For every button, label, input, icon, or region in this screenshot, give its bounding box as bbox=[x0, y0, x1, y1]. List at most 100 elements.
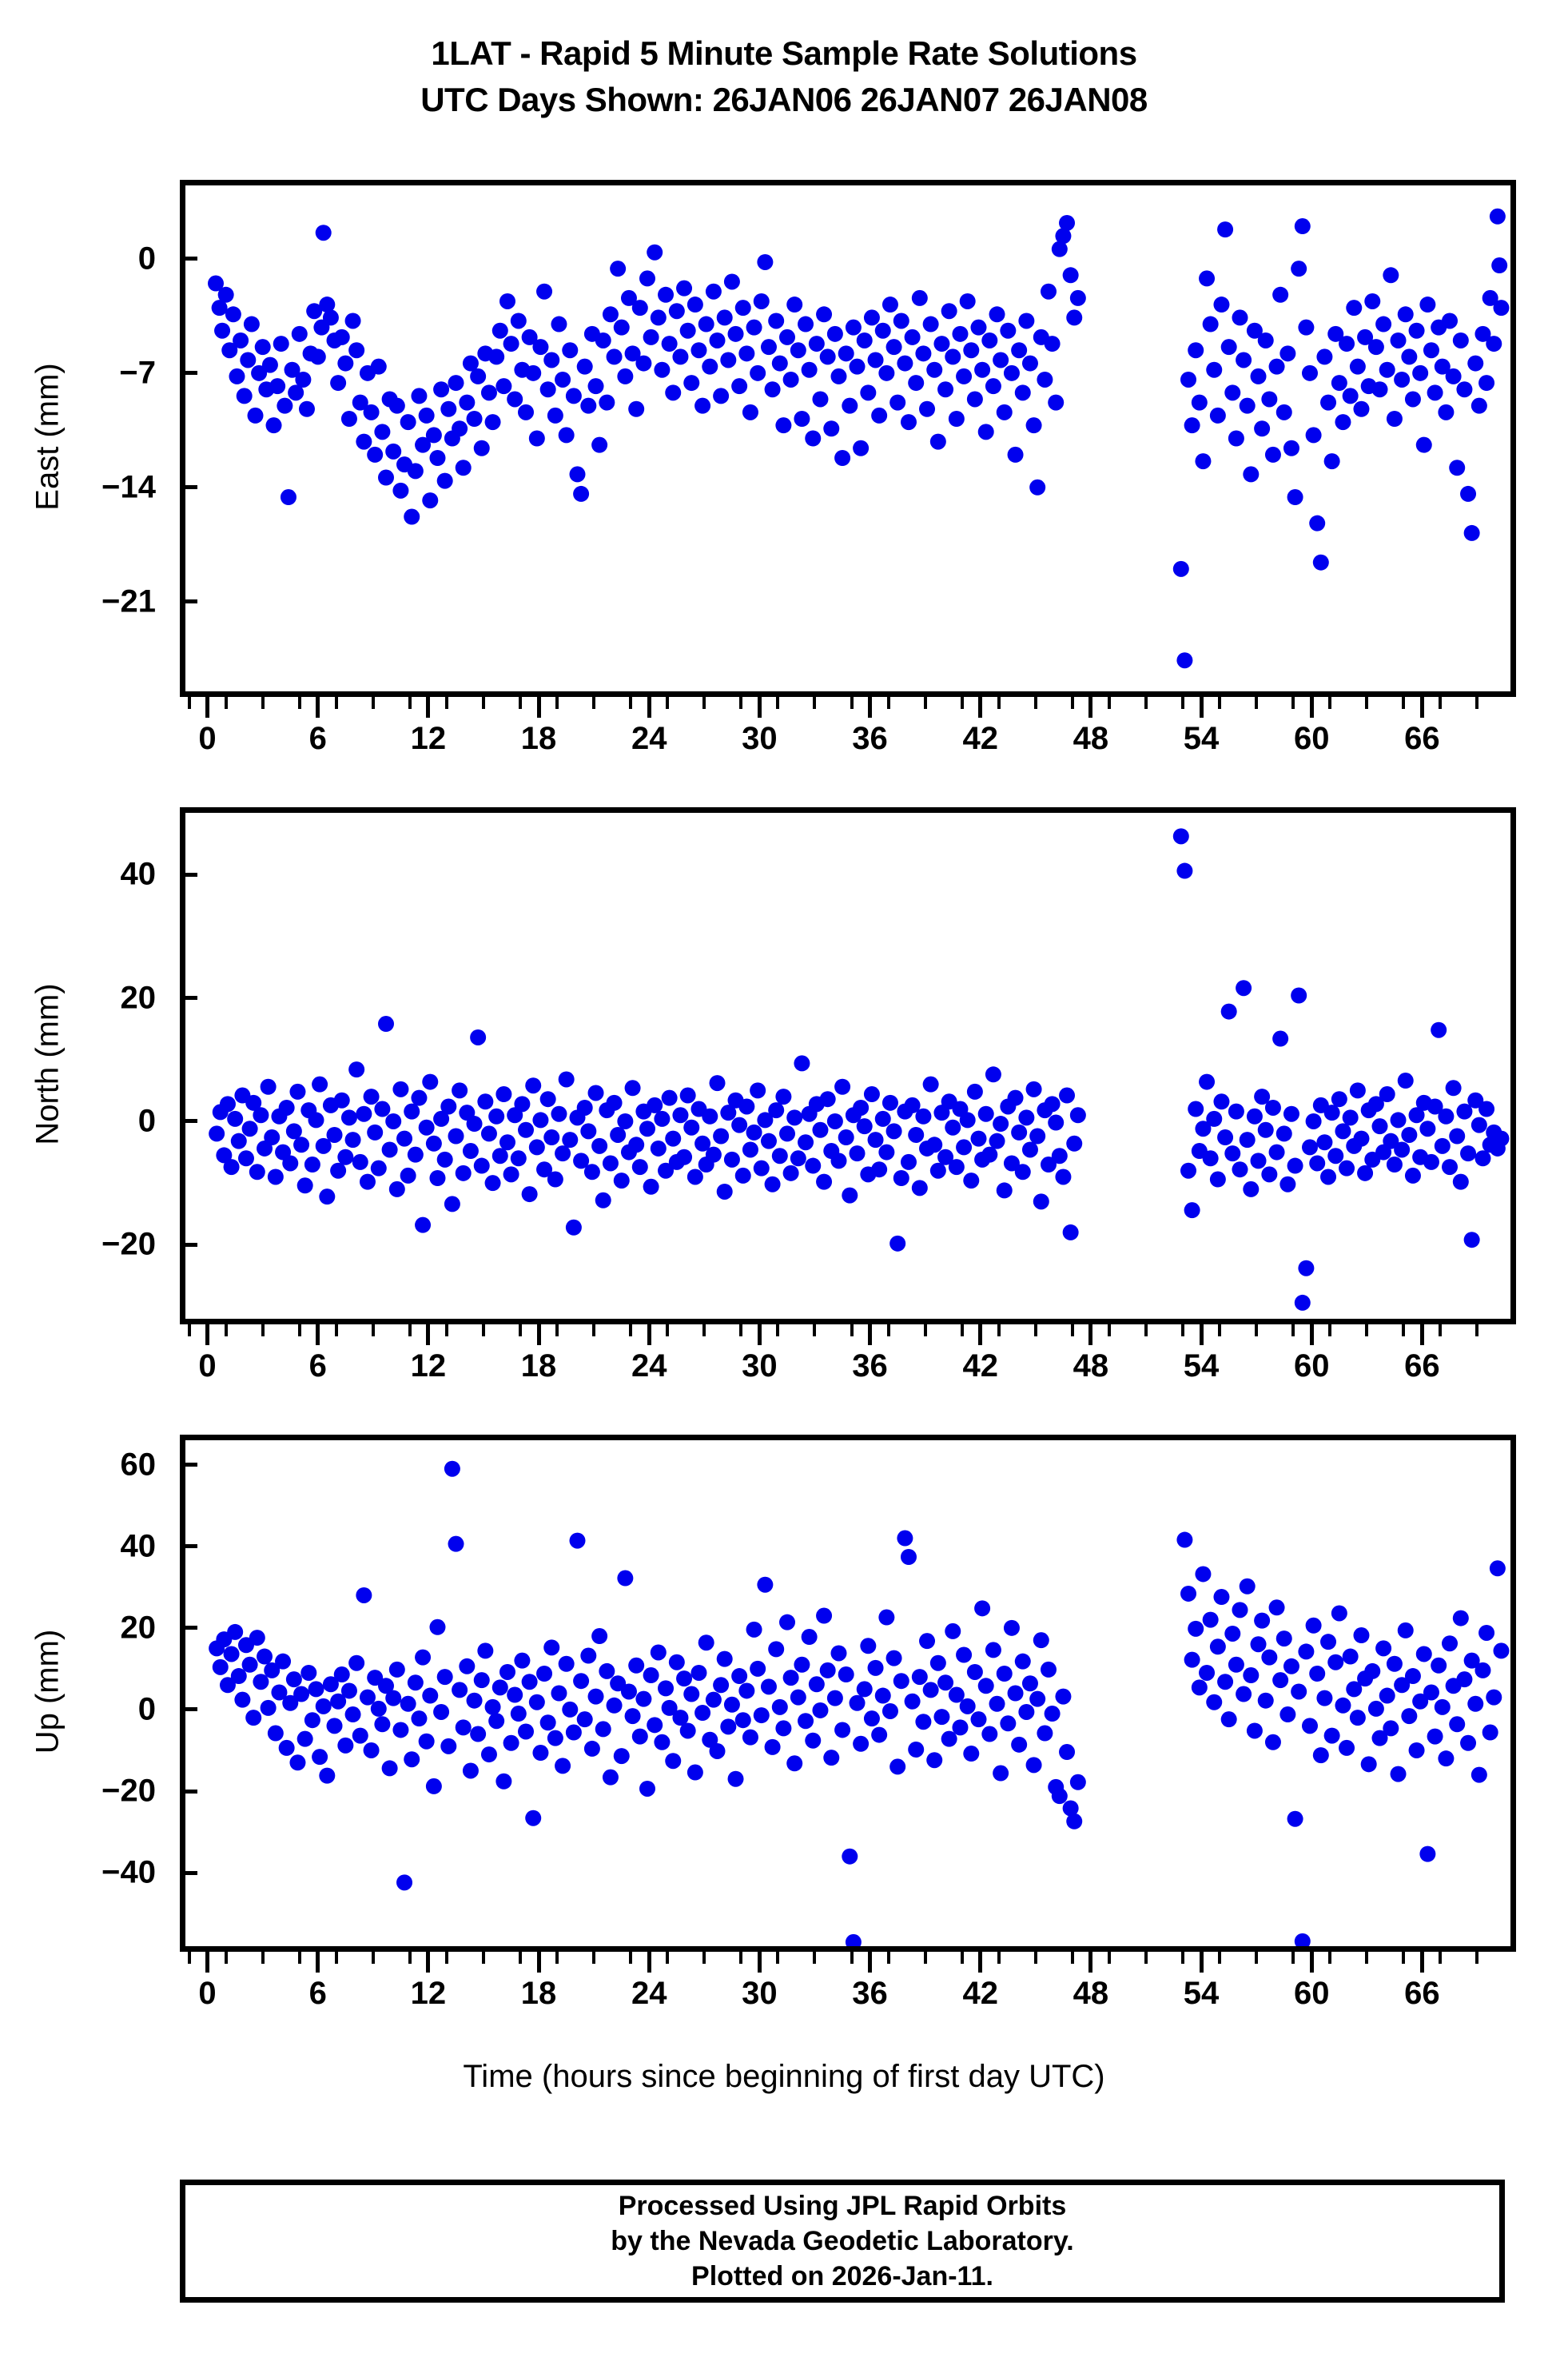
data-point bbox=[1357, 328, 1374, 345]
data-point bbox=[296, 1730, 313, 1747]
data-point bbox=[1491, 257, 1508, 274]
x-tick-minor bbox=[739, 1952, 743, 1964]
data-point bbox=[602, 1769, 619, 1786]
data-point bbox=[635, 1690, 652, 1707]
data-point bbox=[1302, 1139, 1318, 1156]
data-point bbox=[499, 1663, 515, 1680]
data-point bbox=[974, 1600, 991, 1617]
data-point bbox=[1232, 309, 1248, 326]
data-point bbox=[315, 1698, 332, 1714]
data-point bbox=[1357, 1165, 1374, 1181]
data-point bbox=[225, 306, 241, 323]
data-point bbox=[352, 1153, 368, 1170]
data-point bbox=[882, 297, 898, 313]
y-tick-label: −40 bbox=[101, 1854, 156, 1890]
data-point bbox=[1360, 1756, 1377, 1773]
data-point bbox=[1191, 394, 1208, 411]
data-point bbox=[404, 508, 420, 525]
data-point bbox=[359, 1173, 376, 1190]
data-point bbox=[543, 1129, 560, 1146]
data-point bbox=[1243, 466, 1260, 483]
data-point bbox=[1320, 1169, 1337, 1185]
x-tick-label: 42 bbox=[962, 721, 998, 756]
x-tick-minor bbox=[481, 1952, 485, 1964]
data-point bbox=[1386, 411, 1403, 427]
data-point bbox=[782, 371, 799, 388]
data-point bbox=[282, 1694, 299, 1711]
x-tick-minor bbox=[408, 1324, 412, 1336]
data-point bbox=[989, 306, 1005, 323]
data-point bbox=[1239, 1578, 1256, 1595]
data-point bbox=[926, 1137, 943, 1153]
data-point bbox=[771, 355, 788, 372]
data-point bbox=[1493, 300, 1510, 317]
data-point bbox=[686, 297, 703, 313]
data-point bbox=[1431, 1021, 1447, 1038]
data-point bbox=[1279, 1176, 1296, 1192]
data-point bbox=[945, 1119, 961, 1136]
data-point bbox=[908, 375, 925, 392]
data-point bbox=[786, 1755, 803, 1772]
data-point bbox=[480, 1125, 497, 1142]
data-point bbox=[296, 1177, 313, 1194]
x-tick-minor bbox=[1475, 1324, 1479, 1336]
data-point bbox=[348, 342, 365, 359]
data-point bbox=[1460, 1145, 1477, 1162]
data-point bbox=[1246, 1108, 1263, 1125]
data-point bbox=[495, 378, 512, 395]
data-point bbox=[882, 1094, 898, 1111]
data-point bbox=[1331, 1091, 1347, 1108]
data-point bbox=[650, 1140, 667, 1157]
data-point bbox=[480, 1746, 497, 1763]
data-point bbox=[805, 1732, 822, 1749]
data-point bbox=[911, 1669, 928, 1686]
data-point bbox=[668, 303, 685, 320]
data-point bbox=[974, 361, 991, 378]
data-point bbox=[400, 1167, 416, 1184]
data-point bbox=[1353, 1130, 1370, 1147]
data-point bbox=[750, 364, 766, 381]
x-tick-label: 36 bbox=[852, 1348, 888, 1384]
data-point bbox=[340, 1682, 357, 1699]
data-point bbox=[1449, 1716, 1466, 1733]
data-point bbox=[853, 440, 870, 456]
data-point bbox=[1331, 1605, 1347, 1622]
x-tick-mark bbox=[1088, 1952, 1093, 1973]
data-point bbox=[816, 306, 833, 323]
data-point bbox=[830, 1153, 847, 1169]
data-point bbox=[348, 1061, 365, 1078]
data-point bbox=[344, 1706, 361, 1723]
data-point bbox=[1217, 1674, 1234, 1690]
scatter-svg-up bbox=[209, 1460, 1510, 1946]
data-point bbox=[750, 1660, 766, 1677]
data-point bbox=[1018, 1703, 1035, 1720]
data-point bbox=[539, 1714, 556, 1731]
data-point bbox=[1033, 1632, 1049, 1649]
data-point bbox=[801, 361, 818, 378]
data-point bbox=[227, 1110, 244, 1127]
data-point bbox=[698, 316, 714, 332]
data-point bbox=[1220, 1711, 1237, 1728]
data-point bbox=[587, 378, 604, 395]
plot-area-east bbox=[185, 185, 1510, 691]
data-point bbox=[945, 1622, 961, 1639]
data-point bbox=[378, 469, 394, 486]
x-tick-minor bbox=[666, 697, 670, 709]
data-point bbox=[889, 394, 906, 411]
data-point bbox=[330, 1162, 347, 1179]
data-point bbox=[547, 407, 563, 424]
data-point bbox=[491, 1679, 508, 1696]
data-point bbox=[1264, 1099, 1281, 1116]
data-point bbox=[1438, 1108, 1455, 1125]
data-point bbox=[676, 1149, 693, 1165]
data-point bbox=[716, 1183, 733, 1200]
data-point bbox=[322, 1676, 339, 1693]
x-tick-minor bbox=[371, 1324, 375, 1336]
data-point bbox=[562, 342, 579, 359]
data-point bbox=[499, 293, 515, 309]
x-tick-minor bbox=[1218, 1952, 1222, 1964]
data-point bbox=[363, 404, 380, 420]
data-point bbox=[400, 1695, 416, 1712]
data-point bbox=[1375, 316, 1392, 332]
data-point bbox=[812, 1702, 829, 1718]
